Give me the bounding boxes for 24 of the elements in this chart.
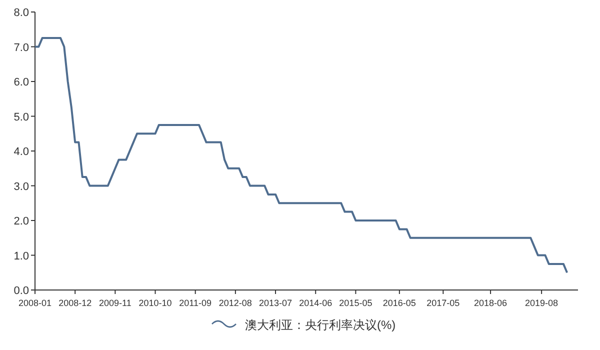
x-tick-label: 2014-06 xyxy=(299,298,332,308)
y-tick-label: 3.0 xyxy=(14,180,29,193)
x-tick-label: 2019-08 xyxy=(525,298,558,308)
y-tick-label: 0.0 xyxy=(14,285,29,297)
x-tick-label: 2018-06 xyxy=(474,298,508,308)
x-tick-label: 2011-09 xyxy=(179,298,212,308)
x-tick-label: 2008-01 xyxy=(18,298,52,308)
x-tick-label: 2008-12 xyxy=(58,298,92,308)
y-tick-label: 5.0 xyxy=(14,111,29,124)
x-tick-label: 2016-05 xyxy=(382,298,416,308)
y-tick-label: 7.0 xyxy=(14,42,29,54)
x-tick-label: 2013-07 xyxy=(259,298,292,308)
y-tick-label: 4.0 xyxy=(14,146,29,158)
legend-label: 澳大利亚：央行利率决议(%) xyxy=(245,318,396,332)
y-tick-label: 1.0 xyxy=(14,250,29,262)
y-tick-label: 8.0 xyxy=(14,7,29,19)
x-tick-label: 2017-05 xyxy=(426,298,460,308)
x-tick-label: 2009-11 xyxy=(98,298,132,308)
x-tick-label: 2015-05 xyxy=(339,298,372,308)
line-series xyxy=(34,37,568,274)
x-tick-label: 2012-08 xyxy=(218,298,252,308)
y-tick-label: 2.0 xyxy=(14,216,29,228)
y-tick-label: 6.0 xyxy=(14,76,29,88)
x-tick-label: 2010-10 xyxy=(138,298,172,308)
